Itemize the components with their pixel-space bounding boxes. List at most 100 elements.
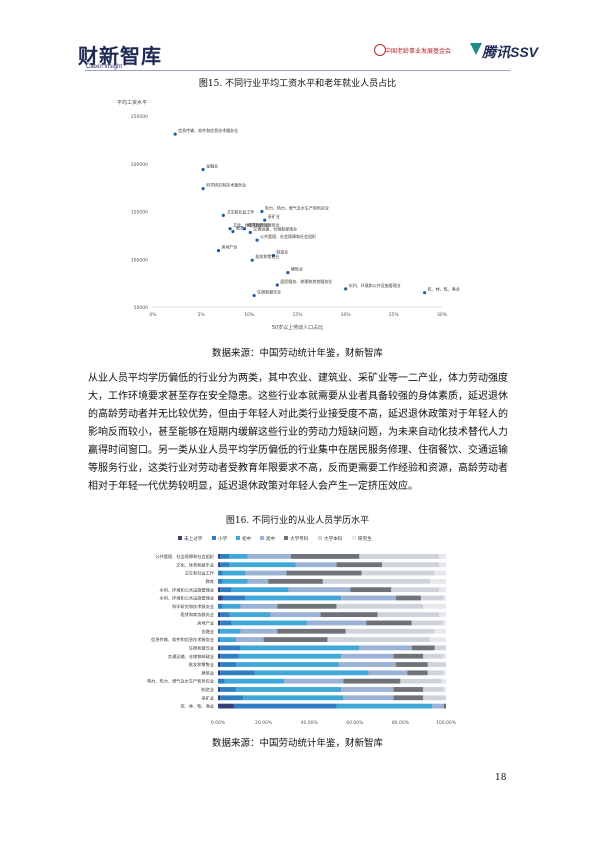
bar-segment xyxy=(290,554,360,559)
x-tick-label: 40.00% xyxy=(301,720,319,726)
bar-segment xyxy=(359,554,440,559)
x-tick-label: 80.00% xyxy=(392,720,410,726)
bar-segment xyxy=(434,645,446,651)
bar-segment xyxy=(345,628,435,634)
bar-segment xyxy=(306,620,367,626)
bar-segment xyxy=(220,628,241,634)
bar-segment xyxy=(439,562,446,568)
category-label: 金融业 xyxy=(201,628,214,635)
bar-segment xyxy=(336,703,433,709)
bar-segment xyxy=(427,662,446,667)
x-tick-label: 20.00% xyxy=(255,720,273,726)
bar-segment xyxy=(218,603,223,609)
legend-label: 研究生 xyxy=(358,535,372,542)
scatter-point-label: 文化、体育和娱乐业 xyxy=(233,222,269,228)
bar-segment xyxy=(407,670,428,676)
scatter-point xyxy=(250,258,254,262)
bar-segment xyxy=(443,620,446,626)
scatter-point xyxy=(344,287,348,291)
legend-swatch xyxy=(318,536,322,540)
bar-segment xyxy=(284,678,344,684)
bar-segment xyxy=(350,587,392,593)
bar-segment xyxy=(218,595,223,601)
bar-segment xyxy=(268,578,323,584)
category-label: 电力、热力、燃气及水生产和供应业 xyxy=(147,678,214,685)
x-axis-title: 50岁以上劳动人口占比 xyxy=(272,324,323,331)
bar-segment xyxy=(320,612,378,618)
scatter-point xyxy=(201,167,205,172)
bar-segment xyxy=(377,612,440,618)
scatter-point-label: 建筑业 xyxy=(291,266,303,272)
tencent-ssv-icon xyxy=(470,43,482,55)
scatter-point-label: 批发和零售业 xyxy=(255,253,279,259)
scatter-point-label: 住宿和餐饮业 xyxy=(257,289,281,295)
scatter-point-label: 采矿业 xyxy=(268,213,280,219)
scatter-point xyxy=(242,227,247,231)
bar-segment xyxy=(430,637,446,642)
bar-segment xyxy=(240,628,278,634)
category-label: 教育 xyxy=(206,578,214,585)
bar-segment xyxy=(423,687,444,692)
foundation-logo: 中国老龄事业发展基金会 xyxy=(385,48,452,55)
scatter-point-label: 公共管理、社会保障和社会组织 xyxy=(260,233,316,239)
bar-segment xyxy=(288,587,351,593)
figure-16-caption: 图16. 不同行业的从业人员学历水平 xyxy=(225,516,370,526)
bar-segment xyxy=(443,687,446,692)
legend-label: 初中 xyxy=(242,535,252,542)
bar-segment xyxy=(236,687,342,692)
bar-segment xyxy=(231,587,289,593)
bar-segment xyxy=(359,645,412,651)
x-tick-label: 100.00% xyxy=(436,720,457,726)
bar-segment xyxy=(343,695,394,701)
bar-segment xyxy=(270,612,321,618)
bar-segment xyxy=(218,670,221,676)
scatter-point xyxy=(173,132,177,136)
bar-segment xyxy=(277,628,346,634)
scatter-point-label: 科学研究和技术服务业 xyxy=(206,182,246,188)
scatter-point-label: 交通运输、仓储和邮政业 xyxy=(253,226,297,232)
bar-segment xyxy=(327,637,431,642)
header-divider xyxy=(85,70,510,71)
bar-segment xyxy=(218,695,221,701)
bar-segment xyxy=(277,603,337,609)
bar-segment xyxy=(222,570,246,576)
bar-segment xyxy=(220,554,230,559)
bar-segment xyxy=(338,662,396,667)
legend-swatch xyxy=(260,536,264,540)
bar-segment xyxy=(245,595,342,601)
bar-segment xyxy=(400,678,442,684)
bar-segment xyxy=(245,570,287,576)
scatter-point xyxy=(216,249,221,253)
bar-segment xyxy=(336,603,424,609)
scatter-point xyxy=(221,213,225,217)
category-label: 水利、环境和公共设施管理业 xyxy=(160,595,214,602)
scatter-point xyxy=(423,291,427,295)
bar-segment xyxy=(224,678,285,684)
x-tick-label: 10% xyxy=(244,312,255,318)
bar-segment xyxy=(240,645,360,651)
scatter-point xyxy=(271,253,276,258)
scatter-point xyxy=(286,271,290,275)
scatter-point-label: 教育 xyxy=(236,225,244,231)
scatter-point-label: 信息传输、软件和信息技术服务业 xyxy=(178,127,238,133)
bar-segment xyxy=(427,670,444,676)
legend-label: 大学专科 xyxy=(290,535,309,542)
bar-segment xyxy=(430,578,446,584)
bar-segment xyxy=(220,562,230,568)
bar-segment xyxy=(218,687,221,692)
legend-label: 小学 xyxy=(218,535,228,542)
category-label: 水利、环境和公共设施管理业 xyxy=(160,586,214,593)
bar-segment xyxy=(243,695,344,701)
bar-segment xyxy=(336,562,383,568)
bar-segment xyxy=(391,587,440,593)
bar-segment xyxy=(366,620,412,626)
bar-segment xyxy=(238,653,342,659)
scatter-point xyxy=(228,227,232,231)
bar-segment xyxy=(341,653,394,659)
category-label: 公共管理、社会保障和社会组织 xyxy=(155,553,214,560)
bar-segment xyxy=(441,678,446,684)
bar-segment xyxy=(218,637,221,642)
bar-segment xyxy=(231,620,307,626)
page-header: 财新智库 Caixin Insight 中国老龄事业发展基金会 腾讯SSV xyxy=(0,0,595,71)
bar-segment xyxy=(218,578,223,584)
